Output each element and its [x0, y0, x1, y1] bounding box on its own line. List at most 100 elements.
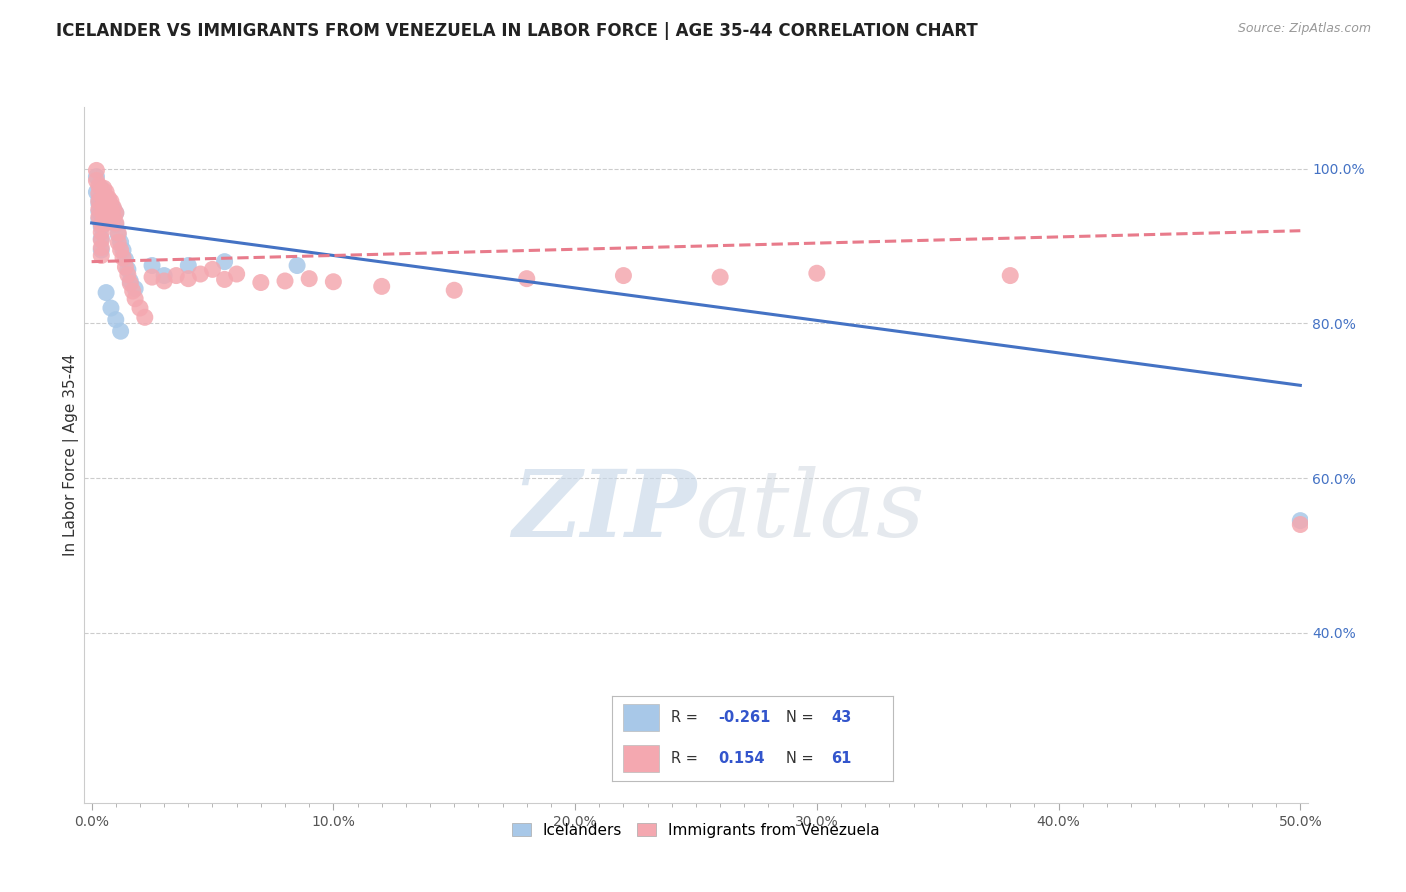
Point [90, 248, 112, 262]
Text: Source: ZipAtlas.com: Source: ZipAtlas.com [1237, 22, 1371, 36]
Point [110, 324, 132, 338]
Point [114, 260, 136, 274]
Point [90, 196, 112, 211]
Text: 0.154: 0.154 [718, 751, 765, 766]
Point [87, 196, 110, 211]
Point [117, 262, 139, 277]
Point [94, 190, 117, 204]
Point [107, 235, 129, 250]
Point [141, 259, 163, 273]
Point [100, 194, 122, 209]
Point [104, 218, 127, 232]
Point [124, 282, 146, 296]
Point [94, 196, 117, 211]
Point [94, 213, 117, 227]
Text: -0.261: -0.261 [718, 710, 770, 725]
Point [94, 216, 117, 230]
Point [1000, 268, 1022, 283]
Point [153, 268, 176, 283]
Text: ZIP: ZIP [512, 466, 696, 556]
Point [87, 212, 110, 227]
Point [121, 284, 143, 298]
Point [97, 191, 120, 205]
Point [86, 173, 108, 187]
Point [86, 185, 108, 199]
Point [87, 194, 110, 209]
Point [177, 271, 200, 285]
Point [120, 277, 142, 291]
Point [612, 268, 634, 283]
Point [90, 208, 112, 222]
Point [93, 210, 115, 224]
Point [87, 210, 110, 224]
Point [120, 274, 142, 288]
Point [97, 202, 120, 216]
Point [104, 206, 127, 220]
Point [100, 198, 122, 212]
Text: atlas: atlas [696, 466, 925, 556]
Point [90, 241, 112, 255]
Point [177, 259, 200, 273]
Point [90, 233, 112, 247]
FancyBboxPatch shape [623, 705, 659, 731]
Point [94, 207, 117, 221]
Point [1289, 514, 1312, 528]
Point [90, 219, 112, 234]
Point [214, 254, 236, 268]
Point [110, 243, 132, 257]
Point [134, 310, 156, 325]
Point [97, 212, 120, 227]
Point [298, 271, 321, 285]
Point [806, 266, 828, 280]
Point [103, 210, 125, 224]
Point [93, 210, 115, 224]
Point [86, 163, 108, 178]
Point [94, 285, 117, 300]
Text: ICELANDER VS IMMIGRANTS FROM VENEZUELA IN LABOR FORCE | AGE 35-44 CORRELATION CH: ICELANDER VS IMMIGRANTS FROM VENEZUELA I… [56, 22, 979, 40]
Point [1289, 517, 1312, 532]
Point [97, 194, 120, 209]
Text: R =: R = [671, 751, 702, 766]
Point [201, 262, 224, 277]
Point [97, 206, 120, 220]
Point [103, 212, 125, 227]
Point [225, 267, 247, 281]
Text: R =: R = [671, 710, 702, 725]
Point [370, 279, 392, 293]
Point [104, 206, 127, 220]
Point [94, 202, 117, 216]
Point [516, 271, 538, 285]
Point [114, 252, 136, 267]
Point [250, 276, 273, 290]
Y-axis label: In Labor Force | Age 35-44: In Labor Force | Age 35-44 [63, 354, 79, 556]
Point [100, 214, 122, 228]
Point [87, 193, 110, 207]
Point [90, 231, 112, 245]
Point [274, 274, 297, 288]
Point [93, 181, 115, 195]
Text: N =: N = [786, 751, 818, 766]
Point [100, 210, 122, 224]
Point [107, 226, 129, 240]
Point [443, 283, 465, 297]
Point [709, 270, 731, 285]
Text: N =: N = [786, 710, 818, 725]
Point [112, 251, 135, 265]
FancyBboxPatch shape [623, 745, 659, 772]
Point [104, 312, 127, 326]
Point [93, 201, 115, 215]
Point [107, 227, 129, 242]
Point [285, 259, 308, 273]
Point [165, 268, 187, 283]
Point [93, 191, 115, 205]
Point [93, 186, 115, 201]
Point [87, 178, 110, 193]
Point [87, 204, 110, 219]
Point [110, 235, 132, 250]
Point [93, 199, 115, 213]
Point [141, 270, 163, 285]
Point [112, 243, 135, 257]
Point [103, 202, 125, 216]
Legend: Icelanders, Immigrants from Venezuela: Icelanders, Immigrants from Venezuela [506, 816, 886, 844]
Point [94, 185, 117, 199]
